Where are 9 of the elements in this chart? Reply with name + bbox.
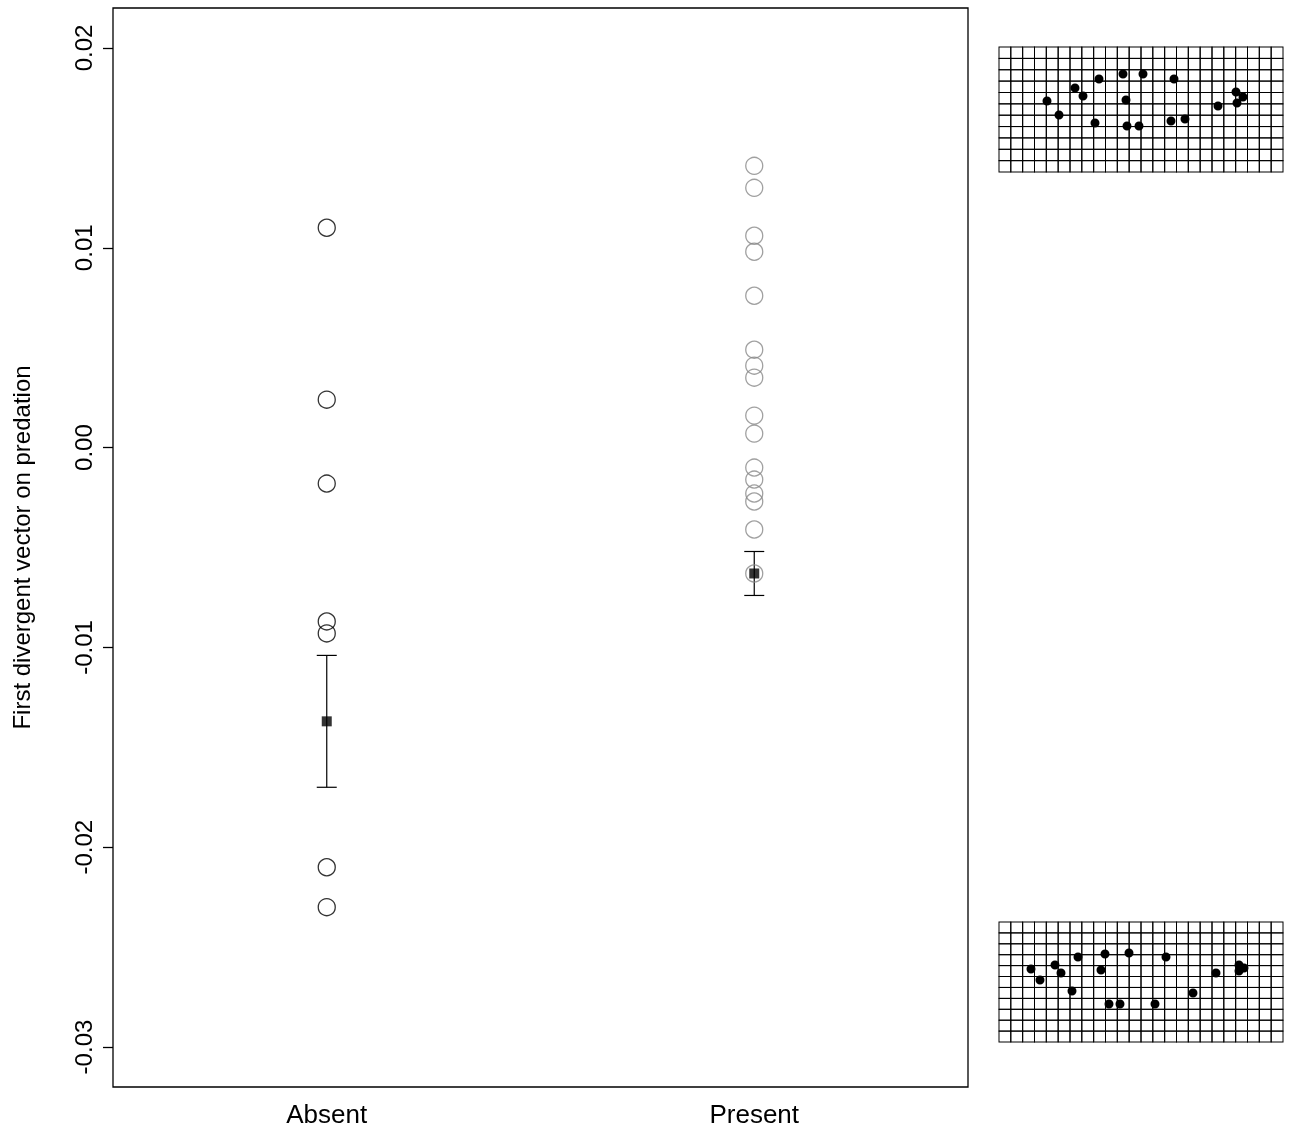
y-tick-label: 0.01	[69, 224, 97, 272]
y-tick-label: 0.02	[69, 24, 97, 72]
y-tick-label: 0.00	[69, 424, 97, 471]
x-tick-label: Absent	[286, 1099, 368, 1129]
y-tick-label: -0.01	[69, 620, 97, 675]
y-tick-label: -0.02	[69, 819, 97, 875]
x-tick-label: Present	[709, 1099, 800, 1129]
y-axis-title: First divergent vector on predation	[7, 365, 35, 730]
y-tick-label: -0.03	[69, 1019, 97, 1075]
